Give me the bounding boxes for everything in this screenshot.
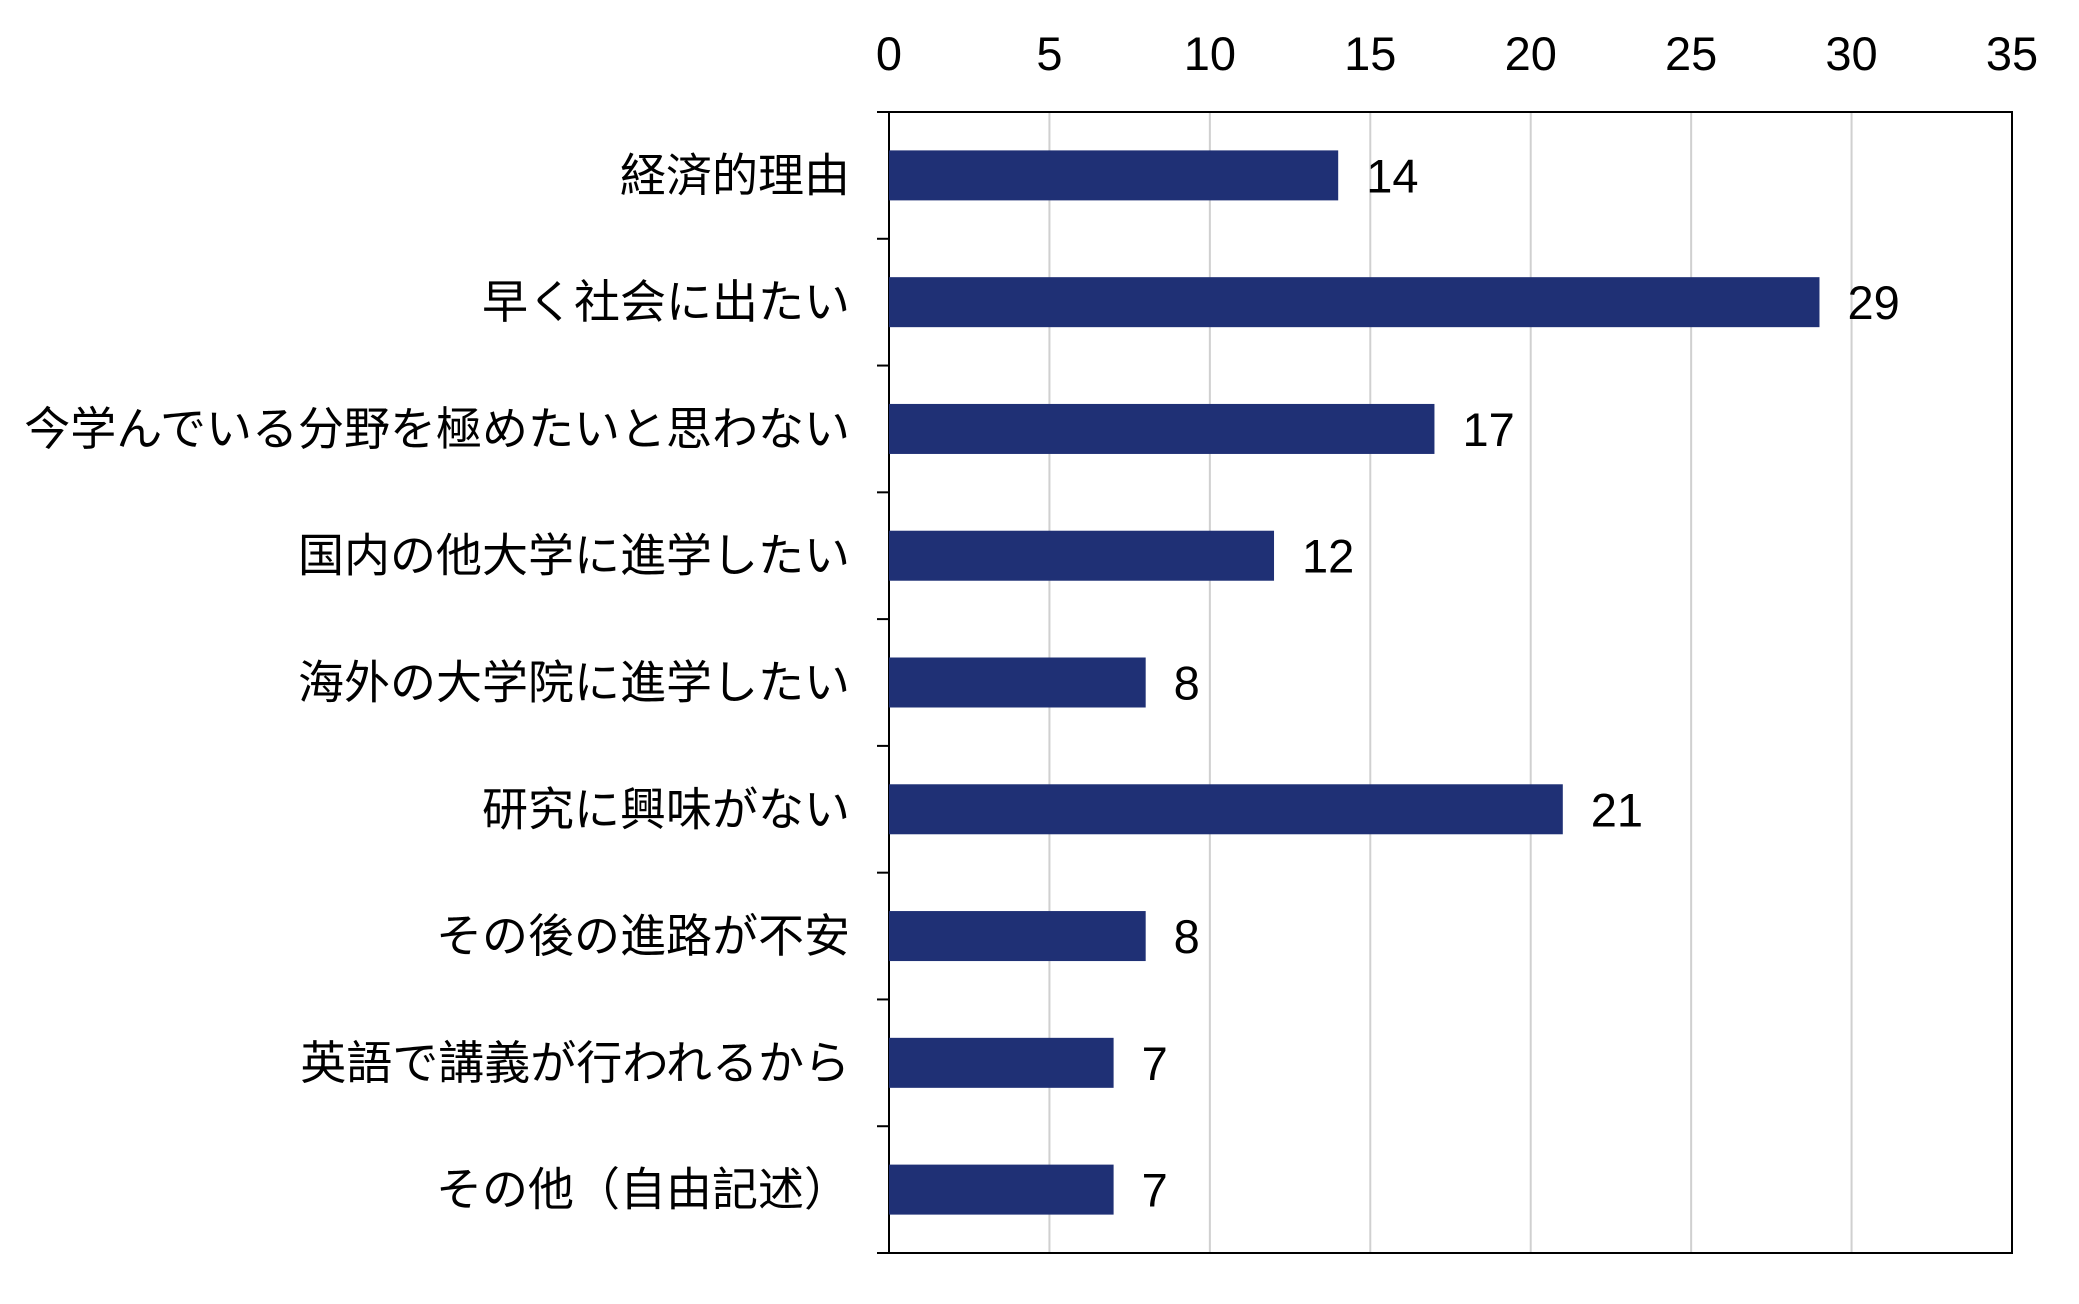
- bar: [889, 277, 1820, 328]
- bar: [889, 403, 1435, 454]
- category-label: 早く社会に出たい: [482, 276, 850, 328]
- category-label: 国内の他大学に進学したい: [298, 530, 850, 582]
- bar: [889, 784, 1563, 835]
- data-label: 8: [1174, 910, 1200, 963]
- category-label: 今学んでいる分野を極めたいと思わない: [24, 403, 850, 455]
- x-tick-label: 30: [1825, 27, 1877, 80]
- x-tick-label: 10: [1184, 27, 1236, 80]
- data-label: 12: [1302, 530, 1354, 583]
- category-label: 海外の大学院に進学したい: [298, 657, 850, 709]
- data-label: 7: [1142, 1037, 1168, 1090]
- bar: [889, 1037, 1114, 1088]
- data-label: 17: [1462, 403, 1514, 456]
- bar: [889, 657, 1146, 708]
- data-label: 8: [1174, 657, 1200, 710]
- category-label: 英語で講義が行われるから: [300, 1037, 850, 1089]
- bar: [889, 1164, 1114, 1215]
- category-label: 研究に興味がない: [482, 783, 850, 835]
- category-label: 経済的理由: [620, 149, 850, 201]
- data-label: 14: [1366, 149, 1418, 202]
- bar: [889, 150, 1339, 201]
- x-tick-label: 25: [1665, 27, 1717, 80]
- x-tick-label: 15: [1344, 27, 1396, 80]
- x-tick-label: 20: [1505, 27, 1557, 80]
- data-label: 7: [1142, 1164, 1168, 1217]
- data-label: 21: [1591, 783, 1643, 836]
- category-label: その他（自由記述）: [436, 1164, 850, 1216]
- bar: [889, 911, 1146, 962]
- category-label: その後の進路が不安: [436, 910, 850, 962]
- x-tick-label: 35: [1986, 27, 2038, 80]
- x-tick-label: 0: [876, 27, 902, 80]
- data-label: 29: [1847, 276, 1899, 329]
- x-tick-label: 5: [1036, 27, 1062, 80]
- bar: [889, 530, 1275, 581]
